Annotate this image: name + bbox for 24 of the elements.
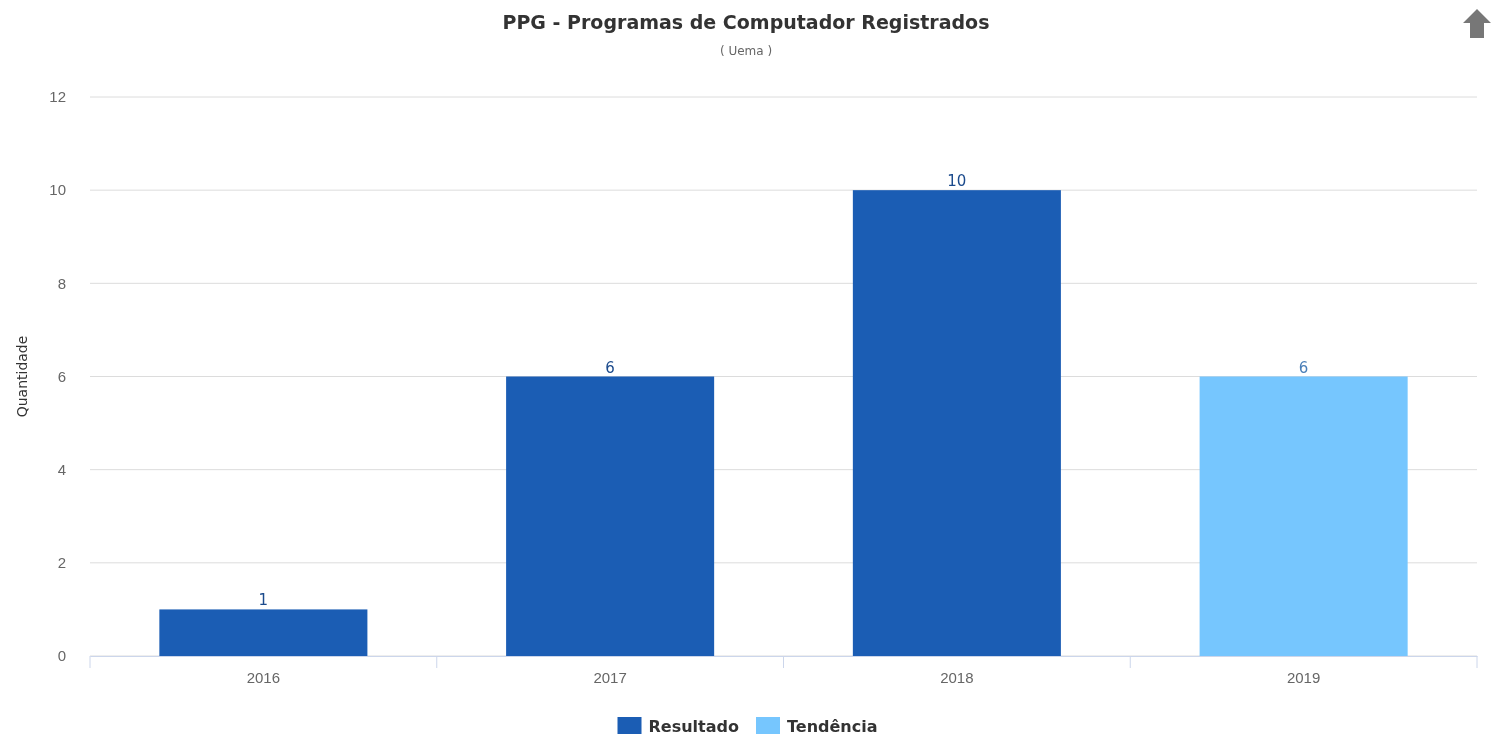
legend-label: Resultado — [648, 717, 739, 736]
y-axis-title: Quantidade — [14, 335, 30, 418]
data-label: 6 — [605, 358, 615, 377]
y-tick-label: 4 — [57, 460, 66, 478]
data-label: 10 — [947, 172, 967, 191]
bar — [852, 190, 1061, 656]
y-tick-label: 6 — [57, 367, 66, 385]
x-tick-label: 2017 — [593, 668, 627, 686]
y-tick-label: 8 — [57, 274, 66, 292]
bar — [159, 609, 368, 656]
y-tick-label: 12 — [49, 88, 66, 106]
bar — [1199, 376, 1408, 656]
y-tick-label: 0 — [57, 647, 66, 665]
x-tick-label: 2018 — [940, 668, 974, 686]
data-label: 6 — [1298, 358, 1309, 377]
x-tick-label: 2016 — [246, 668, 281, 686]
y-tick-label: 10 — [49, 181, 66, 199]
bar — [506, 376, 715, 656]
y-tick-label: 2 — [57, 554, 66, 572]
x-tick-label: 2019 — [1286, 668, 1321, 686]
chart-subtitle: ( Uema ) — [719, 44, 773, 58]
legend-label: Tendência — [787, 717, 878, 736]
chart-title: PPG - Programas de Computador Registrados — [502, 11, 990, 33]
data-label: 1 — [258, 591, 269, 610]
